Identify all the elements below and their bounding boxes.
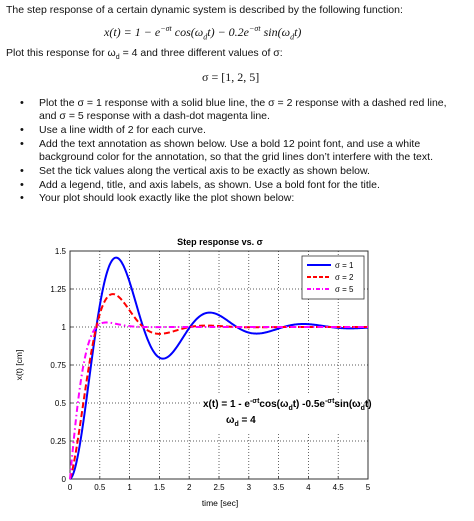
legend: σ = 1 σ = 2 σ = 5: [301, 255, 365, 300]
x-tick-label: 1.5: [154, 483, 166, 492]
eq-d2: d: [290, 32, 295, 42]
eq-mid: t) − 0.2e: [207, 25, 249, 39]
chart-title: Step response vs. σ: [177, 237, 263, 247]
ann-part: d: [288, 405, 292, 412]
list-item: Your plot should look exactly like the p…: [14, 192, 466, 205]
legend-entry: σ = 5: [335, 285, 354, 294]
ann-part: d: [234, 421, 238, 428]
series-line-sigma-5: [69, 321, 368, 480]
y-tick-label: 0.25: [50, 437, 66, 446]
x-tick-labels: 0 0.5 1 1.5 2 2.5 3 3.5 4 4.5 5: [68, 483, 371, 492]
eq-exp1: −σt: [160, 24, 172, 33]
sigma-values: σ = [1, 2, 5]: [202, 70, 260, 84]
plot-instruction-sub: d: [115, 54, 120, 62]
annotation-line2: ωd = 4: [226, 415, 256, 428]
eq-lhs: x(t) = 1 − e: [104, 25, 161, 39]
x-tick-label: 4: [306, 483, 311, 492]
x-axis-label: time [sec]: [202, 498, 238, 508]
legend-entry: σ = 1: [335, 261, 354, 270]
plot-instruction: Plot this response for ωd = 4 and three …: [6, 47, 283, 64]
x-tick-label: 0: [68, 483, 73, 492]
x-tick-label: 5: [366, 483, 371, 492]
list-item: Add a legend, title, and axis labels, as…: [14, 179, 466, 192]
ann-part: cos(ω: [259, 399, 289, 410]
y-tick-label: 0.75: [50, 361, 66, 370]
annotation: x(t) = 1 - e-σtcos(ωdt) -0.5e-σtsin(ωdt)…: [200, 395, 372, 433]
annotation-background: [200, 395, 350, 433]
legend-entry: σ = 2: [335, 273, 354, 282]
plot-instruction-pre: Plot this response for ω: [6, 47, 116, 59]
y-tick-label: 0: [62, 475, 67, 484]
ann-part: sin(ω: [334, 399, 361, 410]
x-tick-label: 0.5: [94, 483, 106, 492]
eq-sin: sin(ω: [260, 25, 291, 39]
y-tick-label: 0.5: [55, 399, 67, 408]
x-tick-label: 2: [187, 483, 192, 492]
series-line-sigma-1: [69, 256, 369, 480]
grid-lines: [70, 251, 368, 479]
ann-part: ω: [226, 415, 235, 426]
legend-box: [301, 255, 365, 300]
list-item: Plot the σ = 1 response with a solid blu…: [14, 97, 466, 123]
list-item: Add the text annotation as shown below. …: [14, 138, 466, 164]
y-axis-label: x(t) [cm]: [14, 350, 24, 381]
requirements-list: Plot the σ = 1 response with a solid blu…: [14, 97, 466, 206]
eq-end: t): [294, 25, 302, 39]
list-item: Set the tick values along the vertical a…: [14, 165, 466, 178]
step-response-chart: Step response vs. σ 0 0.5 1 1.5 2 2.5 3 3.5 4 4.5…: [14, 237, 372, 508]
y-tick-labels: 0 0.25 0.5 0.75 1 1.25 1.5: [50, 247, 66, 484]
x-tick-label: 3.5: [273, 483, 285, 492]
x-tick-label: 1: [127, 483, 132, 492]
eq-cos: cos(ω: [171, 25, 204, 39]
x-tick-label: 4.5: [333, 483, 345, 492]
eq-d1: d: [203, 32, 208, 42]
list-item: Use a line width of 2 for each curve.: [14, 124, 466, 137]
ann-part: t) -0.5e: [293, 399, 326, 410]
eq-exp2: −σt: [249, 24, 261, 33]
y-tick-label: 1.25: [50, 285, 66, 294]
ann-part: = 4: [239, 415, 256, 426]
y-tick-label: 1: [62, 323, 67, 332]
response-equation: x(t) = 1 − e−σt cos(ωdt) − 0.2e−σt sin(ω…: [104, 24, 301, 41]
x-tick-label: 3: [247, 483, 252, 492]
intro-text: The step response of a certain dynamic s…: [6, 4, 403, 16]
y-tick-label: 1.5: [55, 247, 67, 256]
x-tick-label: 2.5: [213, 483, 225, 492]
ann-part: d: [361, 405, 365, 412]
ann-part: t): [365, 399, 372, 410]
ann-part: -σt: [250, 398, 260, 405]
plot-instruction-post: = 4 and three different values of σ:: [119, 47, 283, 59]
annotation-line1: x(t) = 1 - e-σtcos(ωdt) -0.5e-σtsin(ωdt): [203, 398, 372, 412]
ann-part: -σt: [325, 398, 335, 405]
response-curves: [69, 256, 369, 480]
ann-part: x(t) = 1 - e: [203, 399, 250, 410]
